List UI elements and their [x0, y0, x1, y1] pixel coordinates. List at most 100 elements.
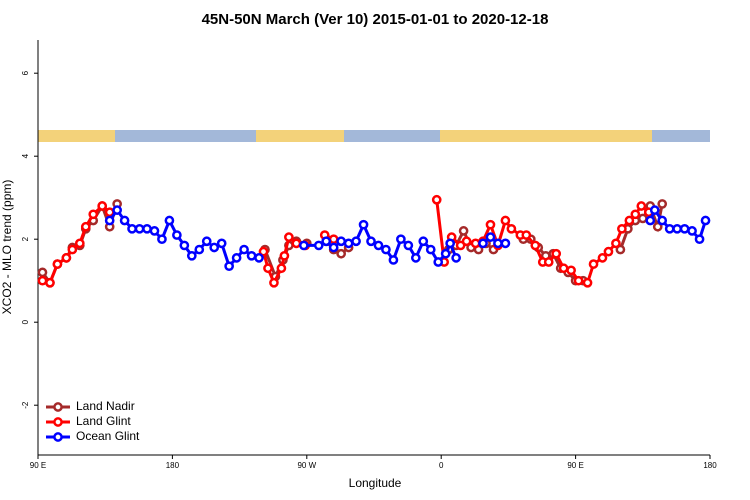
point	[630, 209, 641, 220]
point	[603, 246, 614, 257]
point	[313, 240, 324, 251]
point	[694, 234, 705, 245]
point	[657, 215, 668, 226]
point	[97, 201, 108, 211]
point	[336, 248, 346, 259]
point	[239, 244, 249, 255]
point	[478, 238, 488, 249]
legend-label: Land Nadir	[76, 399, 135, 413]
x-tick-label: 180	[166, 461, 180, 470]
point	[388, 255, 399, 265]
point	[410, 253, 421, 263]
point	[506, 223, 517, 234]
point	[179, 240, 190, 251]
point	[530, 240, 541, 251]
point	[157, 234, 167, 245]
point	[485, 232, 496, 242]
point	[403, 240, 414, 251]
point	[652, 221, 663, 232]
point	[231, 253, 242, 263]
point	[373, 240, 384, 251]
y-tick-label: 2	[21, 236, 30, 241]
point	[142, 223, 152, 234]
point	[45, 277, 55, 288]
point	[657, 199, 668, 209]
y-tick-label: 0	[21, 319, 30, 324]
point	[445, 238, 456, 249]
point	[52, 259, 63, 269]
x-tick-label: 0	[439, 461, 444, 470]
point	[321, 236, 332, 247]
point	[672, 223, 682, 234]
point	[284, 232, 294, 242]
point	[254, 253, 264, 263]
x-tick-label: 90 E	[30, 461, 46, 470]
legend-marker	[53, 432, 63, 442]
point	[112, 205, 122, 215]
point	[276, 263, 287, 274]
legend-marker	[53, 402, 63, 412]
point	[216, 238, 227, 249]
x-tick-label: 90 E	[567, 461, 583, 470]
y-axis-label: XCO2 - MLO trend (ppm)	[0, 180, 14, 315]
point	[458, 226, 469, 236]
point	[461, 236, 472, 247]
point	[127, 223, 137, 234]
point	[164, 215, 175, 226]
legend-marker	[53, 417, 63, 427]
point	[37, 275, 48, 286]
point	[451, 253, 461, 263]
point	[636, 201, 647, 211]
point	[624, 215, 635, 226]
point	[134, 223, 145, 234]
point	[61, 253, 72, 263]
legend-label: Land Glint	[76, 414, 131, 428]
point	[440, 248, 451, 259]
point	[258, 246, 269, 257]
point	[543, 257, 554, 267]
point	[637, 213, 648, 224]
point	[336, 236, 346, 247]
point	[664, 223, 675, 234]
point	[566, 265, 576, 276]
point	[687, 226, 697, 236]
point	[88, 209, 99, 220]
point	[119, 215, 130, 226]
point	[500, 215, 511, 226]
y-tick-label: 4	[21, 153, 30, 158]
point	[617, 223, 627, 234]
x-tick-label: 90 W	[297, 461, 316, 470]
point	[291, 238, 302, 249]
y-tick-label: 6	[21, 70, 30, 75]
point	[186, 250, 197, 261]
point	[396, 234, 406, 245]
chart-title: 45N-50N March (Ver 10) 2015-01-01 to 202…	[202, 11, 549, 28]
point	[493, 238, 503, 249]
point	[67, 244, 78, 255]
point	[269, 277, 279, 288]
point	[209, 242, 220, 253]
point	[433, 257, 444, 267]
point	[343, 238, 354, 249]
point	[649, 205, 660, 215]
point	[700, 215, 711, 226]
point	[246, 250, 257, 261]
point	[679, 223, 690, 234]
point	[425, 244, 436, 255]
point	[328, 242, 339, 253]
point	[328, 234, 339, 245]
point	[500, 238, 511, 249]
point	[551, 248, 562, 259]
point	[351, 236, 361, 247]
point	[597, 253, 608, 263]
series-line	[108, 207, 707, 270]
point	[74, 238, 85, 249]
map-strip	[38, 130, 710, 142]
point	[588, 259, 599, 269]
y-tick-label: -2	[21, 401, 30, 409]
point	[172, 230, 182, 240]
point	[573, 275, 584, 286]
x-tick-label: 180	[703, 461, 717, 470]
point	[521, 230, 532, 240]
